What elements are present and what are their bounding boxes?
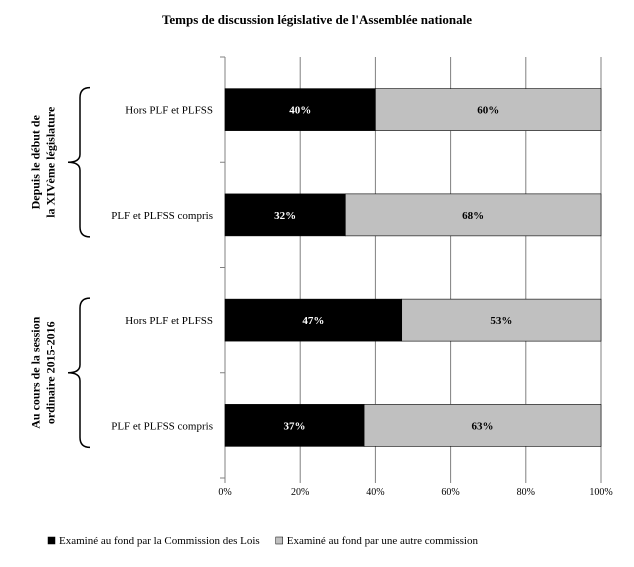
legend-swatch <box>275 536 283 545</box>
legend-swatch <box>47 536 56 545</box>
data-label: 37% <box>284 420 306 432</box>
group-brace <box>67 86 91 238</box>
data-label: 40% <box>289 105 311 117</box>
bar-segment <box>224 193 346 237</box>
group-label: Depuis le début dela XIVème législature <box>29 106 58 218</box>
bar-segment <box>345 193 602 237</box>
x-tick-label: 100% <box>589 487 612 498</box>
data-label: 47% <box>302 315 324 327</box>
group-label-line: Au cours de la session <box>29 316 43 428</box>
category-label: Hors PLF et PLFSS <box>125 315 213 327</box>
bar-segment <box>224 298 403 342</box>
data-label: 63% <box>472 420 494 432</box>
category-label: PLF et PLFSS compris <box>111 420 213 432</box>
x-tick-label: 80% <box>517 487 535 498</box>
bar-segment <box>224 88 376 131</box>
category-label: PLF et PLFSS compris <box>111 210 213 222</box>
category-labels: Hors PLF et PLFSS PLF et PLFSS compris Hor… <box>111 105 213 433</box>
bar-segment <box>401 298 602 342</box>
bar-segment <box>363 404 602 447</box>
legend: Examiné au fond par la Commission des Lo… <box>47 535 479 547</box>
x-tick-label: 0% <box>218 487 231 498</box>
x-tick-label: 20% <box>291 487 309 498</box>
bar-segment <box>224 404 365 447</box>
x-tick-label: 40% <box>366 487 384 498</box>
x-tick-label: 60% <box>441 487 459 498</box>
data-label: 60% <box>477 105 499 117</box>
group-label-line: Depuis le début de <box>29 114 43 209</box>
legend-label: Examiné au fond par une autre commission <box>287 535 479 547</box>
group-label-line: la XIVème législature <box>44 106 58 218</box>
group-labels: Depuis le début dela XIVème législature A… <box>29 86 91 449</box>
group-label: Au cours de la sessionordinaire 2015-201… <box>29 316 58 428</box>
data-label: 32% <box>274 210 296 222</box>
chart-title: Temps de discussion législative de l'Ass… <box>162 12 472 27</box>
legend-label: Examiné au fond par la Commission des Lo… <box>59 535 260 547</box>
group-label-line: ordinaire 2015-2016 <box>44 321 58 424</box>
bar-segment <box>375 88 602 131</box>
bars: 40% 60% 32% 68% 47% 53% 37% 63% <box>224 88 602 447</box>
category-label: Hors PLF et PLFSS <box>125 105 213 117</box>
data-label: 68% <box>462 210 484 222</box>
group-brace <box>67 297 91 449</box>
data-label: 53% <box>490 315 512 327</box>
